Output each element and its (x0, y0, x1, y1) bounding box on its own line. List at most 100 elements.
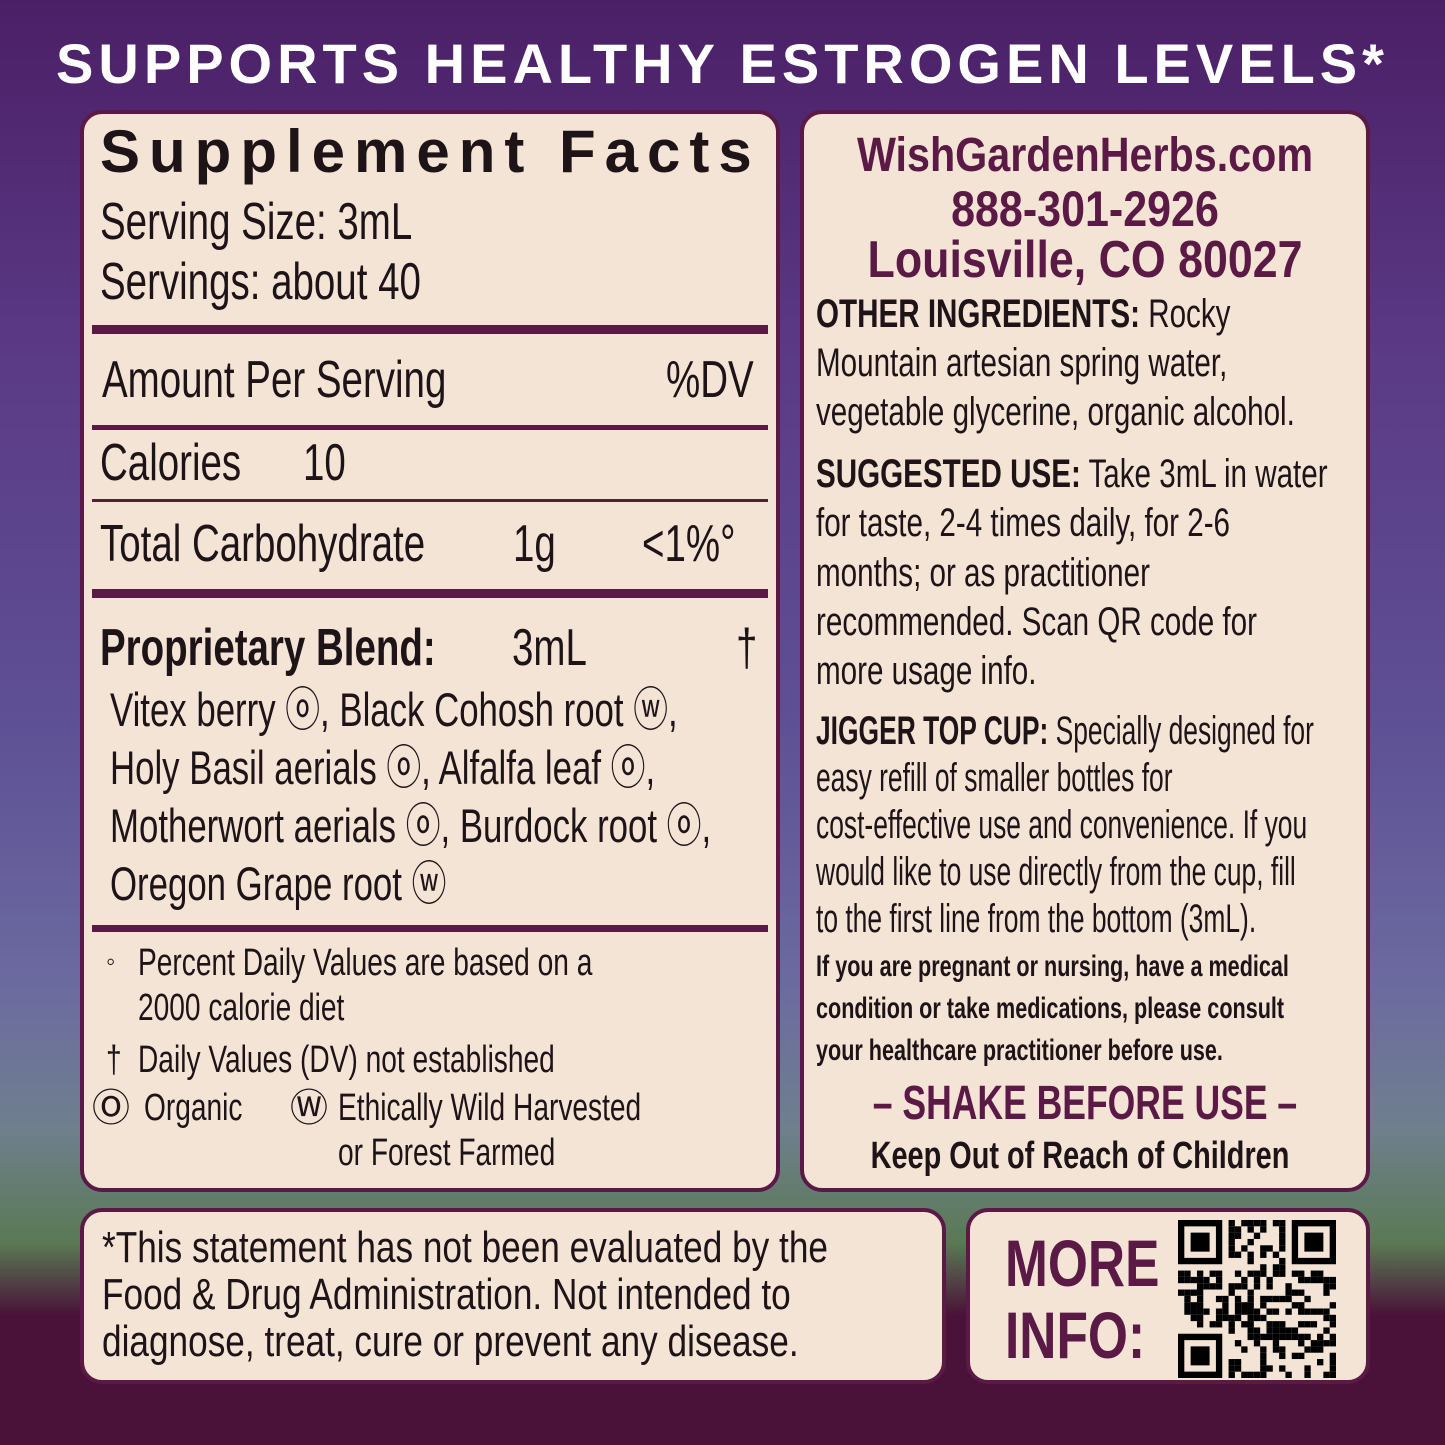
qr-module (1184, 1302, 1191, 1309)
serving-size: Serving Size: 3mL (100, 193, 413, 251)
text-line: to the first line from the bottom (3mL). (816, 897, 1257, 941)
qr-module (1317, 1276, 1324, 1284)
text-line: Mountain artesian spring water, (816, 341, 1228, 385)
qr-module (1304, 1295, 1311, 1303)
qr-module (1317, 1333, 1324, 1341)
qr-module (1266, 1283, 1273, 1290)
qr-module (1329, 1321, 1336, 1328)
qr-module (1266, 1308, 1273, 1315)
qr-module (1241, 1346, 1248, 1353)
qr-module (1247, 1238, 1254, 1246)
qr-module (1279, 1321, 1286, 1328)
label: JIGGER TOP CUP: (816, 709, 1049, 753)
qr-module (1279, 1270, 1286, 1277)
footnote-mark: † (106, 1039, 122, 1081)
row-name: Total Carbohydrate (100, 515, 426, 573)
more-info: INFO: (1005, 1298, 1146, 1372)
qr-module (1253, 1270, 1261, 1277)
qr-module (1310, 1270, 1318, 1277)
qr-module (1310, 1276, 1318, 1284)
qr-module (1329, 1283, 1336, 1290)
qr-module (1279, 1365, 1286, 1372)
qr-module (1253, 1333, 1261, 1341)
qr-module (1260, 1352, 1267, 1360)
footnote: Percent Daily Values are based on a (138, 942, 593, 984)
qr-module (1215, 1295, 1223, 1303)
qr-module (1329, 1340, 1336, 1347)
row-name: Calories (100, 434, 242, 492)
qr-module (1234, 1295, 1242, 1303)
qr-module (1253, 1308, 1261, 1315)
qr-module (1260, 1359, 1267, 1366)
qr-module (1279, 1238, 1286, 1246)
qr-module (1260, 1251, 1267, 1258)
qr-module (1228, 1359, 1235, 1366)
qr-module (1304, 1333, 1311, 1341)
qr-module (1323, 1283, 1330, 1290)
qr-module (1209, 1321, 1216, 1328)
text-line: months; or as practitioner (816, 551, 1150, 595)
qr-module (1234, 1251, 1242, 1258)
qr-module (1184, 1289, 1191, 1296)
qr-module (1317, 1308, 1324, 1315)
qr-module (1215, 1283, 1223, 1290)
keep-out: Keep Out of Reach of Children (870, 1135, 1290, 1177)
blend-dv: † (736, 619, 758, 677)
qr-module (1260, 1226, 1267, 1233)
qr-module (1329, 1333, 1336, 1341)
label: SUGGESTED USE: (816, 452, 1081, 496)
qr-module (1228, 1365, 1235, 1372)
qr-module (1247, 1257, 1254, 1265)
qr-module (1323, 1327, 1330, 1334)
shake: – SHAKE BEFORE USE – (872, 1077, 1298, 1130)
text-line: vegetable glycerine, organic alcohol. (816, 390, 1295, 434)
dv-header: %DV (666, 351, 754, 409)
qr-module (1228, 1245, 1235, 1252)
qr-module (1228, 1327, 1235, 1334)
qr-module (1260, 1264, 1267, 1271)
qr-module (1184, 1308, 1191, 1315)
qr-module (1178, 1276, 1185, 1284)
qr-module (1241, 1276, 1248, 1284)
qr-module (1285, 1308, 1292, 1315)
qr-module (1285, 1327, 1292, 1334)
qr-module (1279, 1226, 1286, 1233)
qr-module (1298, 1289, 1305, 1296)
qr-module (1285, 1333, 1292, 1341)
qr-module (1323, 1276, 1330, 1284)
qr-module (1298, 1340, 1305, 1347)
qr-module (1253, 1340, 1261, 1347)
row-amount: 10 (303, 434, 346, 492)
blend-line: Oregon Grape root ⓦ (110, 857, 447, 910)
qr-module (1241, 1220, 1248, 1227)
disclaimer: diagnose, treat, cure or prevent any dis… (102, 1317, 799, 1366)
qr-module (1178, 1289, 1185, 1296)
rule (92, 589, 768, 598)
qr-module (1196, 1289, 1204, 1296)
text-line: cost-effective use and convenience. If y… (816, 803, 1308, 847)
qr-module (1266, 1245, 1273, 1252)
qr-module (1329, 1365, 1336, 1372)
qr-module (1279, 1257, 1286, 1265)
qr-module (1272, 1327, 1280, 1334)
qr-module (1260, 1302, 1267, 1309)
qr-module (1196, 1295, 1204, 1303)
qr-module (1272, 1251, 1280, 1258)
qr-module (1215, 1308, 1223, 1315)
qr-module (1260, 1314, 1267, 1322)
qr-module (1317, 1270, 1324, 1277)
qr-module (1247, 1226, 1254, 1233)
qr-module (1178, 1270, 1185, 1277)
disclaimer: Food & Drug Administration. Not intended… (102, 1270, 791, 1319)
qr-module (1260, 1333, 1267, 1341)
qr-module (1228, 1251, 1235, 1258)
qr-module (1272, 1346, 1280, 1353)
blend-line: Vitex berry ⓞ, Black Cohosh root ⓦ, (110, 683, 678, 736)
qr-module (1247, 1270, 1254, 1277)
footnote-mark: Ⓦ (290, 1088, 329, 1130)
facts-title: Supplement Facts (100, 118, 761, 185)
qr-module (1234, 1232, 1242, 1239)
qr-module (1241, 1283, 1248, 1290)
qr-module (1234, 1270, 1242, 1277)
